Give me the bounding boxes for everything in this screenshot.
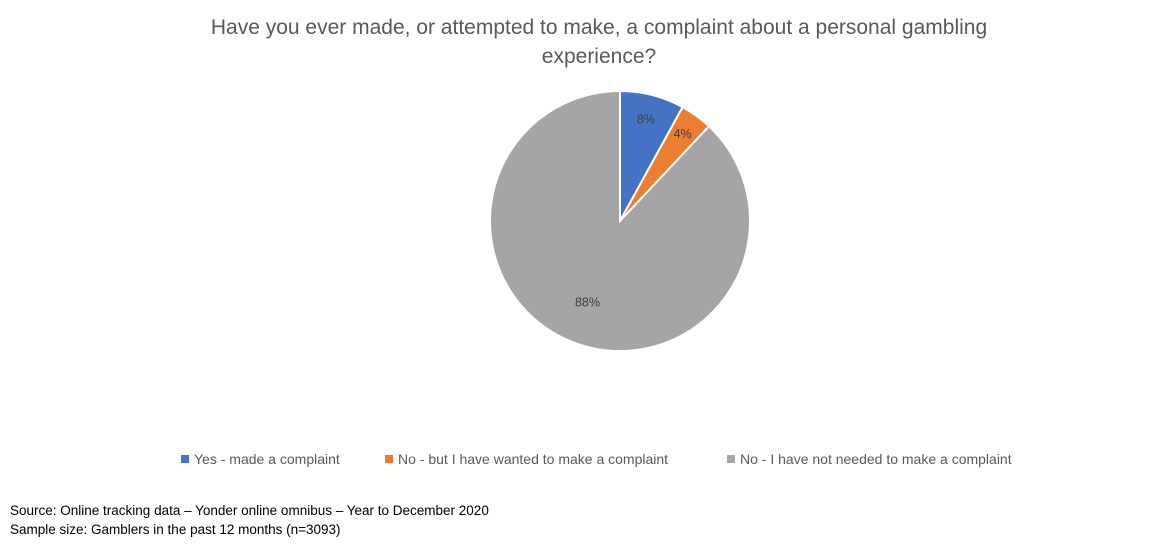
pie-data-label-0: 8% (637, 113, 655, 127)
chart-title-line-1: Have you ever made, or attempted to make… (210, 16, 988, 39)
pie-slice-2 (489, 89, 751, 352)
pie-labels: 8% 4% 88% (575, 113, 692, 310)
legend: Yes - made a complaint No - but I have w… (0, 451, 1152, 469)
legend-label: No - I have not needed to make a complai… (740, 451, 1012, 467)
sample-size-note: Sample size: Gamblers in the past 12 mon… (10, 522, 341, 537)
legend-label: Yes - made a complaint (194, 451, 340, 467)
chart-title-line-2: experience? (541, 45, 657, 68)
legend-label: No - but I have wanted to make a complai… (398, 451, 669, 467)
legend-swatch-gray (727, 455, 735, 463)
source-note: Source: Online tracking data – Yonder on… (10, 503, 489, 518)
pie-slices (489, 89, 751, 352)
legend-swatch-orange (385, 455, 393, 463)
legend-swatch-blue (181, 455, 189, 463)
legend-item-yes-made-complaint: Yes - made a complaint (181, 451, 340, 467)
legend-item-no-wanted-complaint: No - but I have wanted to make a complai… (385, 451, 668, 467)
pie-data-label-1: 4% (674, 127, 692, 141)
pie-data-label-2: 88% (575, 295, 600, 309)
legend-item-no-not-needed: No - I have not needed to make a complai… (727, 451, 1012, 467)
chart-title: Have you ever made, or attempted to make… (176, 13, 1022, 71)
